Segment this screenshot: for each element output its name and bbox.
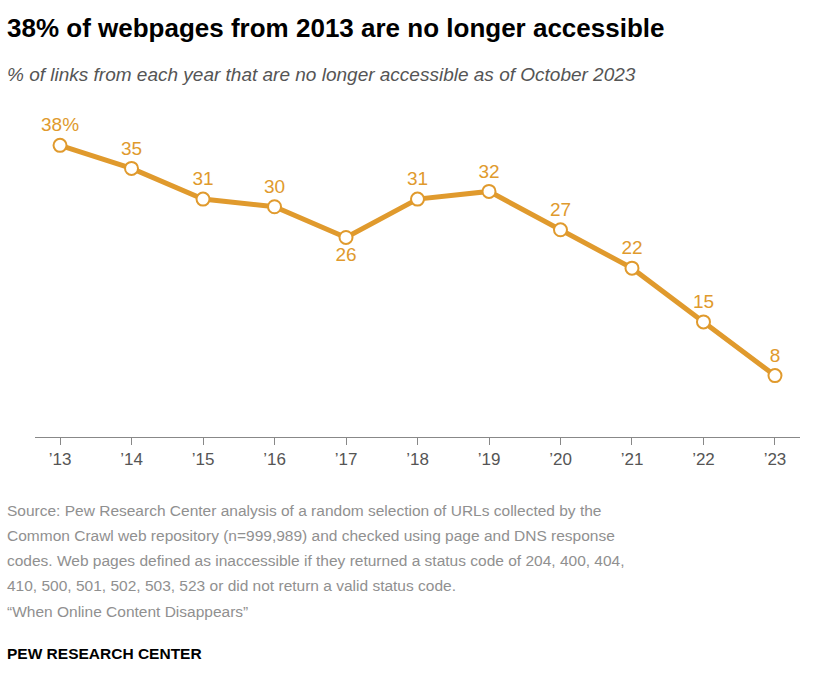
svg-text:’16: ’16 — [263, 450, 286, 469]
svg-text:31: 31 — [407, 168, 428, 189]
svg-text:8: 8 — [770, 345, 781, 366]
svg-text:26: 26 — [335, 244, 356, 265]
svg-text:’19: ’19 — [478, 450, 501, 469]
svg-text:’15: ’15 — [192, 450, 215, 469]
svg-text:“When Online Content Disappear: “When Online Content Disappears” — [7, 603, 248, 620]
svg-text:15: 15 — [693, 291, 714, 312]
svg-text:Source: Pew Research Center an: Source: Pew Research Center analysis of … — [7, 502, 601, 519]
svg-text:’23: ’23 — [764, 450, 787, 469]
svg-text:’21: ’21 — [621, 450, 644, 469]
svg-text:31: 31 — [192, 168, 213, 189]
svg-text:’18: ’18 — [406, 450, 429, 469]
svg-text:35: 35 — [121, 138, 142, 159]
svg-text:% of links from each year that: % of links from each year that are no lo… — [7, 64, 636, 85]
svg-text:’20: ’20 — [549, 450, 572, 469]
svg-text:PEW RESEARCH CENTER: PEW RESEARCH CENTER — [7, 645, 202, 662]
svg-text:38% of webpages from 2013 are: 38% of webpages from 2013 are no longer … — [7, 13, 665, 43]
svg-text:’13: ’13 — [49, 450, 72, 469]
svg-text:codes. Web pages defined as in: codes. Web pages defined as inaccessible… — [7, 552, 625, 569]
svg-text:’14: ’14 — [120, 450, 143, 469]
svg-text:’17: ’17 — [335, 450, 358, 469]
svg-text:410, 500, 501, 502, 503, 523 o: 410, 500, 501, 502, 503, 523 or did not … — [7, 577, 456, 594]
svg-text:27: 27 — [550, 199, 571, 220]
svg-text:Common Crawl web repository (n: Common Crawl web repository (n=999,989) … — [7, 527, 615, 544]
svg-text:’22: ’22 — [692, 450, 715, 469]
svg-text:22: 22 — [621, 237, 642, 258]
svg-text:30: 30 — [264, 176, 285, 197]
svg-text:38%: 38% — [41, 114, 79, 135]
svg-text:32: 32 — [478, 161, 499, 182]
